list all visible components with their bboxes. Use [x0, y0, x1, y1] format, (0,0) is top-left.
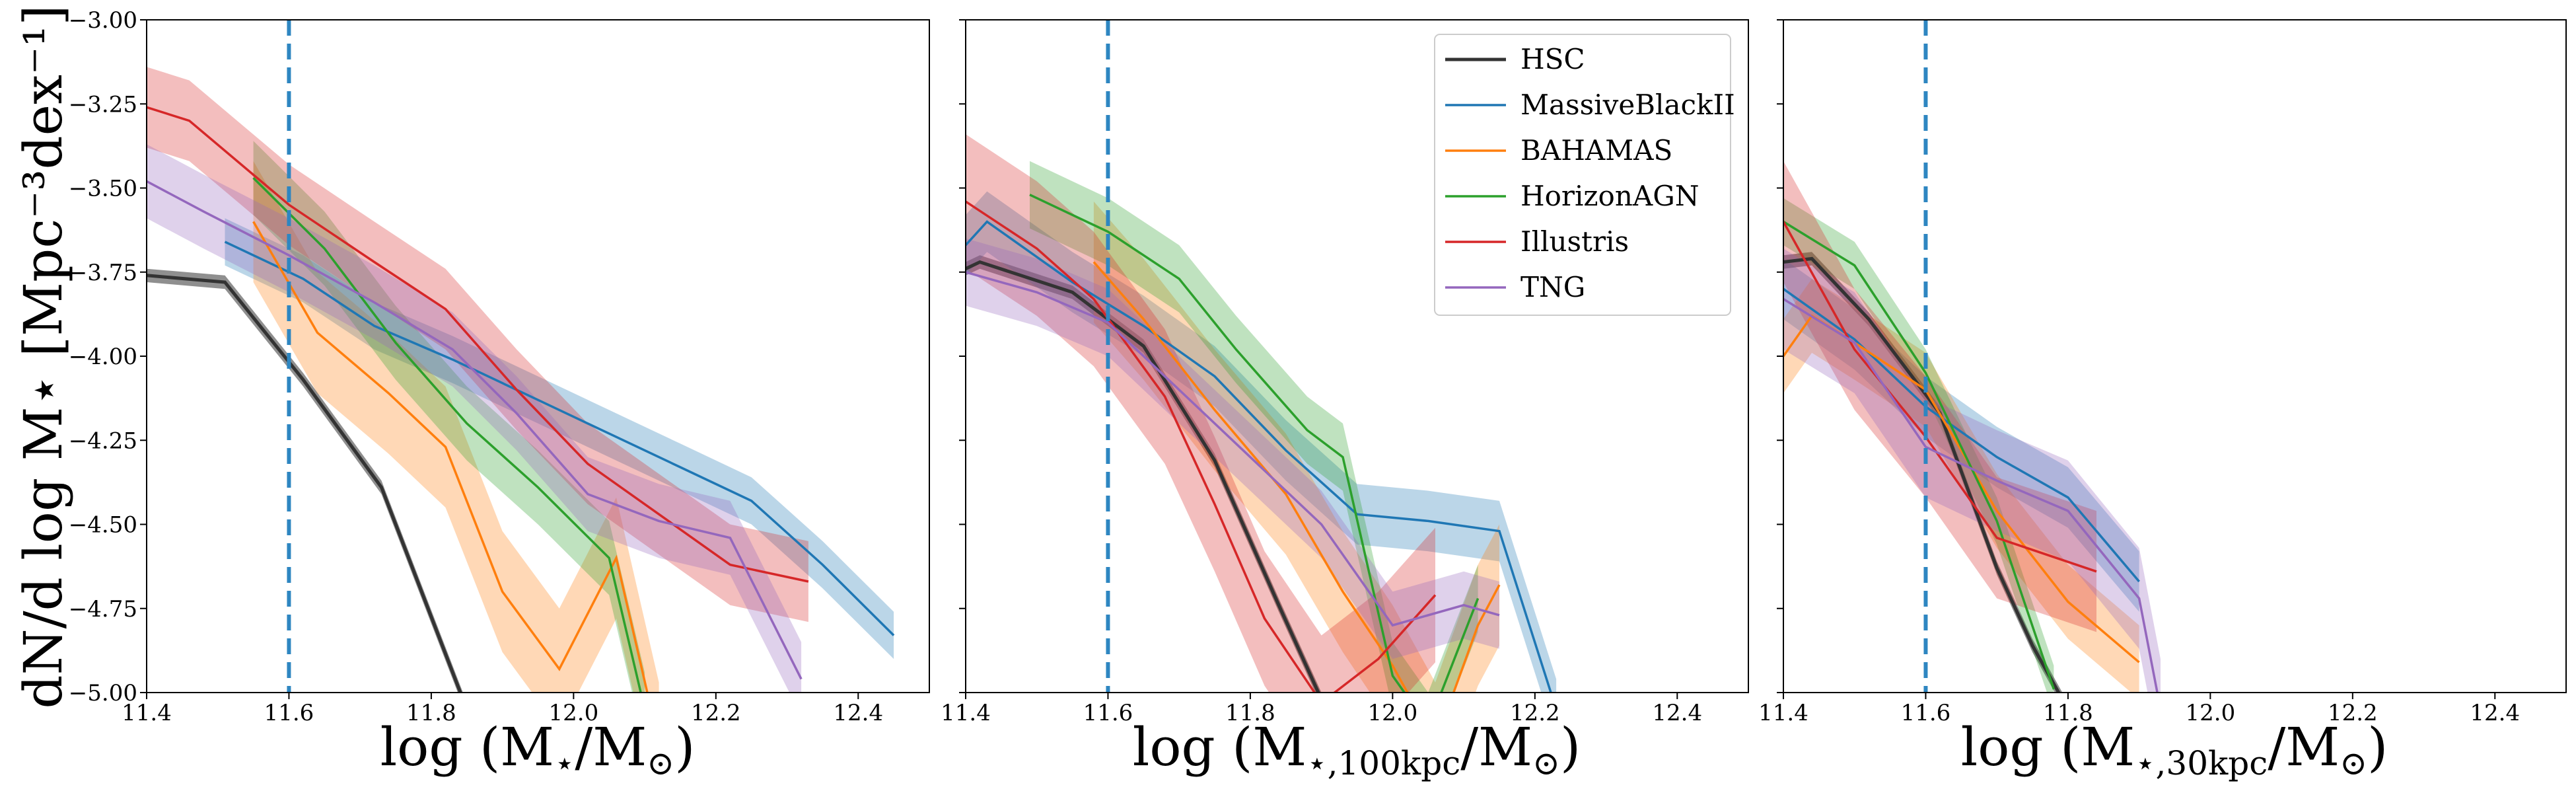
- panel-1-tng-line: [147, 180, 803, 680]
- legend-label-horizonagn: HorizonAGN: [1521, 180, 1699, 212]
- panel-2-horizonagn-line: [1029, 194, 1480, 693]
- panel-1-x-tick-label: 12.0: [549, 700, 599, 726]
- panel-2-tng-band: [966, 238, 1499, 660]
- panel-3-x-tick-label: 11.4: [1758, 700, 1808, 726]
- y-tick-label: −4.00: [69, 344, 137, 370]
- panel-2-massiveblackii-line: [966, 220, 1552, 693]
- panel-3-massiveblackii-line: [1783, 287, 2140, 583]
- panel-2-bahamas-band: [1093, 201, 1499, 693]
- panel-2-x-tick-label: 11.4: [941, 700, 991, 726]
- legend-label-illustris: Illustris: [1521, 225, 1629, 258]
- panel-3-x-tick-label: 12.2: [2328, 700, 2378, 726]
- panel-3-tng-line: [1783, 298, 2159, 693]
- panel-2-x-tick-label: 12.2: [1510, 700, 1560, 726]
- panel-1: 11.4 11.6 11.8 12.0 12.2 12.4 −5.00 −4.75 −4.50 −…: [69, 7, 930, 782]
- panel-2-massiveblackii-band: [966, 191, 1557, 693]
- panel-2-x-tick-label: 11.8: [1225, 700, 1275, 726]
- panel-3-x-tick-label: 11.8: [2043, 700, 2093, 726]
- panel-1-x-tick-label: 11.4: [122, 700, 172, 726]
- panel-3-illustris-band: [1783, 161, 2096, 632]
- panel-1-illustris-line: [147, 106, 809, 583]
- y-tick-label: −3.50: [69, 176, 137, 202]
- panel-3: 11.4 11.6 11.8 12.0 12.2 12.4 log (M⋆,30kpc/M…: [1758, 19, 2567, 782]
- y-tick-label: −4.50: [69, 512, 137, 539]
- panel-3-massiveblackii-band: [1783, 258, 2139, 612]
- panel-2-illustris-band: [966, 134, 1435, 693]
- panel-3-x-tick-label: 12.4: [2470, 700, 2520, 726]
- panel-2-tng-line: [966, 271, 1500, 627]
- y-tick-label: −3.00: [69, 7, 137, 34]
- panel-1-horizonagn-line: [252, 176, 642, 693]
- panel-2-x-axis-title: log (M⋆,100kpc/M⊙): [1133, 716, 1581, 782]
- panel-2: 11.4 11.6 11.8 12.0 12.2 12.4 log (M⋆,100kpc/…: [941, 19, 1749, 782]
- y-tick-label: −3.75: [69, 260, 137, 286]
- panel-2-hsc-band: [966, 255, 1322, 693]
- panel-3-horizonagn-line: [1783, 220, 2056, 690]
- panel-2-x-tick-label: 11.6: [1083, 700, 1133, 726]
- panel-1-massiveblackii-band: [225, 218, 894, 660]
- panel-1-massiveblackii-line: [224, 241, 895, 636]
- panel-1-horizonagn-band: [253, 141, 645, 693]
- panel-2-x-tick-label: 12.4: [1652, 700, 1702, 726]
- panel-1-hsc-line: [147, 274, 462, 693]
- y-tick-label: −5.00: [69, 680, 137, 706]
- panel-1-x-axis-title: log (M⋆/M⊙): [380, 716, 696, 782]
- legend-label-tng: TNG: [1521, 271, 1585, 303]
- panel-3-x-axis-title: log (M⋆,30kpc/M⊙): [1961, 716, 2388, 782]
- y-tick-label: −4.75: [69, 596, 137, 623]
- panel-3-horizonagn-band: [1783, 198, 2054, 693]
- panel-1-bahamas-band: [253, 161, 659, 693]
- panel-2-hsc-line: [966, 260, 1320, 693]
- legend-label-bahamas: BAHAMAS: [1521, 134, 1672, 167]
- panel-2-x-tick-label: 12.0: [1368, 700, 1418, 726]
- legend-box: [1434, 34, 1731, 316]
- legend: HSC MassiveBlackII BAHAMAS HorizonAGN Illust…: [1434, 34, 1735, 316]
- panel-1-x-tick-label: 11.6: [264, 700, 314, 726]
- panel-1-bahamas-line: [252, 221, 649, 693]
- y-axis-title: dN/d log M⋆ [Mpc⁻³dex⁻¹]: [13, 5, 74, 708]
- panel-1-x-tick-label: 11.8: [406, 700, 456, 726]
- panel-1-x-tick-label: 12.2: [691, 700, 741, 726]
- panel-1-x-tick-label: 12.4: [833, 700, 883, 726]
- y-tick-label: −4.25: [69, 428, 137, 454]
- panel-3-x-tick-label: 11.6: [1901, 700, 1951, 726]
- panel-1-tng-band: [147, 144, 802, 693]
- legend-label-hsc: HSC: [1521, 43, 1585, 75]
- y-tick-label: −3.25: [69, 91, 137, 118]
- panel-2-illustris-line: [966, 200, 1437, 693]
- panel-3-x-tick-label: 12.0: [2186, 700, 2236, 726]
- legend-label-massiveblackii: MassiveBlackII: [1521, 89, 1735, 121]
- panel-2-bahamas-line: [1092, 261, 1501, 693]
